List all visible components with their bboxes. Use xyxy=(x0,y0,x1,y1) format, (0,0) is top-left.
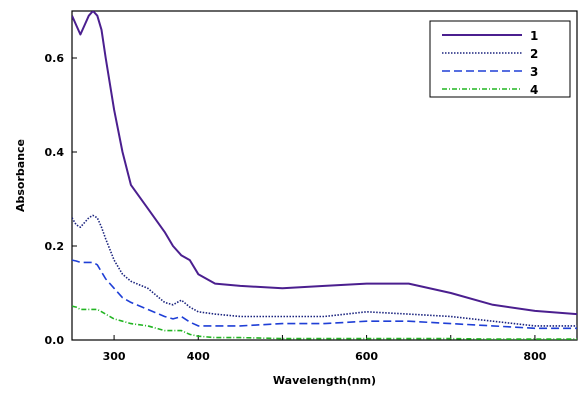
series-line-2 xyxy=(72,214,577,327)
series-layer xyxy=(72,11,577,340)
series-line-1 xyxy=(72,11,577,316)
x-axis-title: Wavelength(nm) xyxy=(273,374,376,387)
legend: 1 2 3 4 xyxy=(429,20,571,98)
y-tick-label: 0.0 xyxy=(45,334,65,347)
x-tick-label: 400 xyxy=(187,350,210,363)
series-line-3 xyxy=(72,259,577,330)
legend-label-1: 1 xyxy=(530,29,538,43)
axis-labels: 300 400 600 800 0.0 0.2 0.4 0.6 Wavelength(nm) Ab… xyxy=(14,52,547,387)
y-tick-label: 0.2 xyxy=(45,240,65,253)
legend-label-2: 2 xyxy=(530,47,538,61)
legend-label-3: 3 xyxy=(530,65,538,79)
legend-label-4: 4 xyxy=(530,83,538,97)
y-tick-label: 0.6 xyxy=(45,52,65,65)
x-tick-label: 300 xyxy=(103,350,126,363)
x-tick-label: 600 xyxy=(355,350,378,363)
y-axis-title: Absorbance xyxy=(14,139,27,212)
y-tick-label: 0.4 xyxy=(45,146,65,159)
legend-box xyxy=(429,20,571,98)
plot-frame xyxy=(71,10,578,341)
series-line-4 xyxy=(72,305,577,340)
x-tick-label: 800 xyxy=(523,350,546,363)
